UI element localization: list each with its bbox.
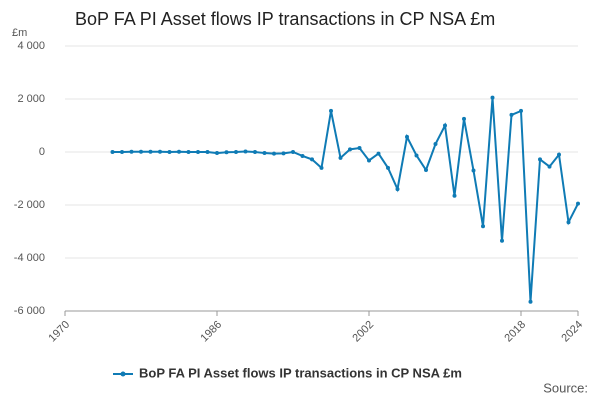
point	[376, 151, 381, 156]
point	[281, 151, 286, 156]
point	[357, 146, 362, 151]
y-tick-label: 4 000	[17, 40, 45, 52]
point	[348, 147, 352, 152]
point	[186, 150, 191, 154]
point	[148, 149, 153, 154]
point	[224, 150, 229, 155]
point	[557, 152, 561, 157]
point	[177, 149, 181, 154]
point	[205, 150, 210, 154]
point	[490, 95, 495, 100]
point	[338, 155, 343, 160]
point	[471, 168, 476, 173]
point	[528, 299, 533, 304]
point	[139, 149, 143, 154]
point	[196, 150, 200, 154]
series-line	[112, 97, 579, 302]
point	[566, 220, 571, 225]
point	[253, 150, 257, 154]
point	[433, 142, 438, 147]
y-tick-label: 2 000	[17, 93, 45, 105]
legend-marker	[120, 371, 126, 377]
point	[272, 151, 276, 156]
y-tick-label: -2 000	[14, 199, 45, 211]
legend-label: BoP FA PI Asset flows IP transactions in…	[139, 365, 462, 380]
point	[414, 153, 419, 158]
y-tick-label: -4 000	[14, 252, 45, 264]
y-tick-label: -6 000	[14, 305, 45, 317]
point	[129, 149, 134, 154]
point	[319, 165, 324, 170]
point	[452, 193, 457, 198]
chart-title: BoP FA PI Asset flows IP transactions in…	[75, 9, 495, 29]
point	[519, 108, 523, 113]
point	[576, 201, 580, 206]
point	[300, 153, 305, 158]
point	[538, 157, 542, 162]
point	[262, 151, 267, 156]
point	[367, 158, 371, 163]
point	[110, 150, 115, 154]
point	[424, 168, 428, 173]
point	[462, 116, 466, 121]
point	[405, 134, 409, 139]
point	[310, 157, 314, 162]
point	[158, 149, 162, 154]
point	[329, 108, 333, 113]
y-axis-label: £m	[12, 27, 27, 39]
point	[509, 112, 514, 117]
point	[395, 187, 400, 192]
point	[443, 123, 447, 128]
point	[243, 149, 248, 154]
point	[120, 150, 124, 154]
point	[386, 165, 390, 170]
point	[234, 150, 238, 154]
point	[547, 164, 552, 169]
source: Source:	[543, 380, 588, 395]
point	[215, 151, 219, 156]
x-tick-label: 2018	[502, 319, 528, 345]
x-tick-label: 1986	[198, 319, 224, 345]
point	[291, 150, 295, 154]
point	[167, 150, 172, 154]
x-tick-label: 2002	[350, 319, 376, 345]
y-tick-label: 0	[39, 146, 45, 158]
x-tick-label: 2024	[559, 319, 585, 345]
point	[500, 238, 504, 243]
x-tick-label: 1970	[46, 319, 72, 345]
point	[481, 224, 485, 229]
